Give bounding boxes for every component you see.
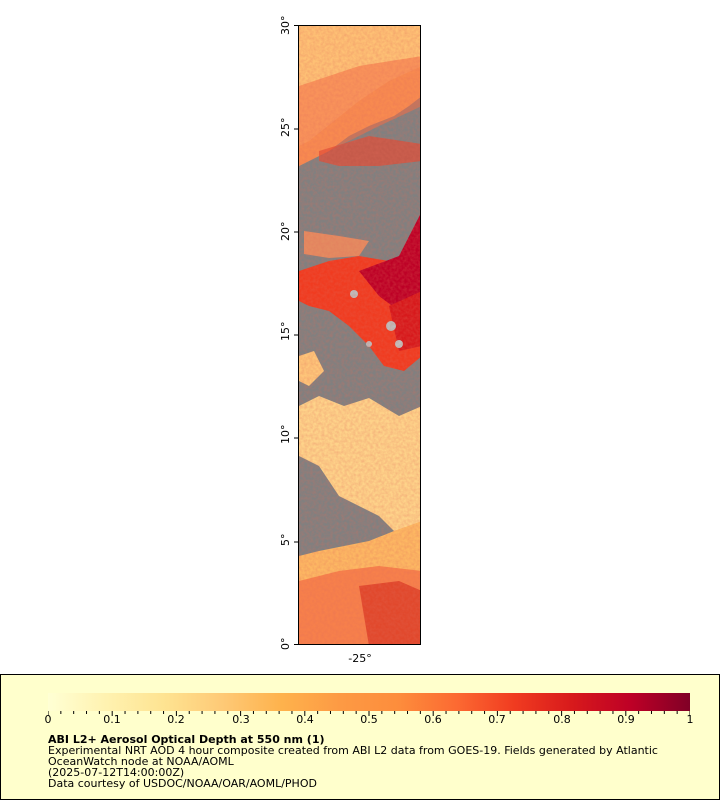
lat-label-10: 10° — [279, 424, 292, 445]
colorbar-label-0.9: 0.9 — [617, 713, 635, 726]
colorbar-label-0.6: 0.6 — [424, 713, 442, 726]
map-area: 0° 5° 10° 15° 20° 25° 30° -25° — [279, 15, 421, 665]
colorbar-label-0.1: 0.1 — [103, 713, 121, 726]
legend-credit: Data courtesy of USDOC/NOAA/OAR/AOML/PHO… — [48, 777, 317, 790]
aod-map[interactable] — [298, 25, 421, 645]
legend-timestamp: (2025-07-12T14:00:00Z) — [48, 766, 185, 779]
lat-label-15: 15° — [279, 321, 292, 342]
lat-label-5: 5° — [279, 533, 292, 547]
lon-label-minus25: -25° — [348, 652, 372, 665]
colorbar-label-0.2: 0.2 — [167, 713, 185, 726]
legend-description-continued: OceanWatch node at NOAA/AOML — [48, 755, 234, 768]
colorbar-label-0.4: 0.4 — [296, 713, 314, 726]
legend-title: ABI L2+ Aerosol Optical Depth at 550 nm … — [48, 733, 325, 746]
colorbar-label-0.5: 0.5 — [360, 713, 378, 726]
lat-label-20: 20° — [279, 221, 292, 242]
lat-ticks — [294, 25, 298, 645]
lat-label-30: 30° — [279, 15, 292, 36]
legend-panel: 0 0.1 0.2 0.3 0.4 0.5 0.6 0.7 0.8 0.9 1 … — [0, 674, 720, 800]
lat-label-0: 0° — [279, 637, 292, 651]
colorbar-ticks — [48, 711, 690, 716]
colorbar-label-0.8: 0.8 — [553, 713, 571, 726]
legend-description: Experimental NRT AOD 4 hour composite cr… — [48, 744, 658, 757]
colorbar-label-0.3: 0.3 — [232, 713, 250, 726]
colorbar-label-0.7: 0.7 — [488, 713, 506, 726]
aod-map-image — [299, 26, 420, 644]
colorbar — [48, 693, 690, 711]
lat-label-25: 25° — [279, 117, 292, 138]
colorbar-label-1: 1 — [686, 713, 694, 726]
colorbar-label-0: 0 — [44, 713, 52, 726]
